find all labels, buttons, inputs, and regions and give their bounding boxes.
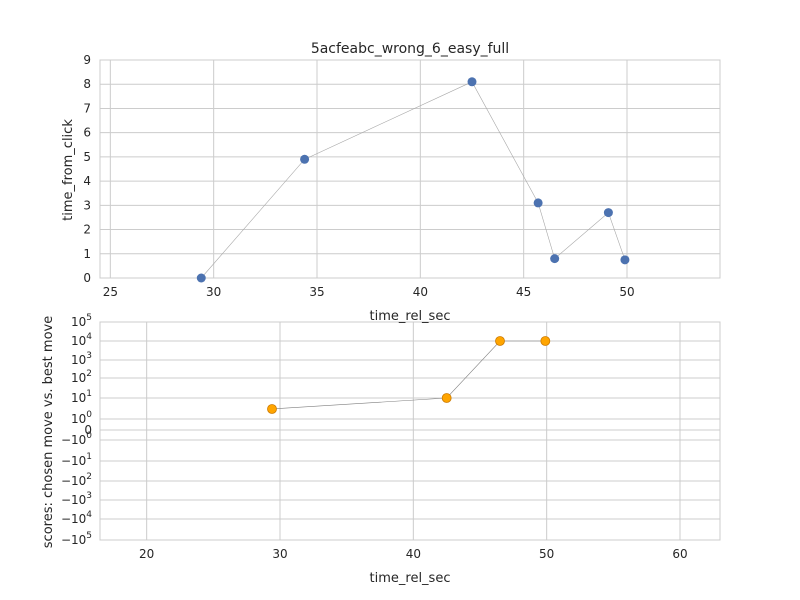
data-point (620, 255, 630, 265)
x-tick-label: 60 (672, 547, 687, 561)
plot-area-top (99, 59, 721, 279)
y-tick-label: 5 (83, 150, 91, 164)
data-point (540, 336, 551, 346)
data-point (300, 154, 310, 164)
y-tick-label: −101 (61, 452, 92, 468)
x-tick-label: 25 (103, 285, 118, 299)
x-axis-label-bottom: time_rel_sec (370, 571, 451, 586)
y-tick-label: −102 (61, 472, 92, 488)
data-point (441, 393, 452, 403)
x-tick-label: 20 (139, 547, 154, 561)
data-point (533, 198, 543, 208)
y-tick-label: 8 (83, 77, 91, 91)
x-tick-label: 45 (516, 285, 531, 299)
y-tick-label: 100 (71, 410, 92, 426)
chart-title: 5acfeabc_wrong_6_easy_full (311, 41, 509, 57)
data-point (495, 336, 505, 346)
y-tick-label: 104 (71, 332, 92, 348)
x-tick-label: 40 (406, 547, 421, 561)
y-tick-label: −105 (61, 531, 92, 547)
x-tick-label: 30 (206, 285, 221, 299)
data-point (267, 404, 277, 414)
y-tick-label: −103 (61, 491, 92, 507)
x-tick-label: 50 (539, 547, 554, 561)
x-tick-label: 35 (309, 285, 324, 299)
data-point (467, 77, 477, 87)
y-tick-label: 105 (71, 313, 92, 329)
y-tick-label: 0 (83, 271, 91, 285)
y-tick-label: 101 (71, 389, 92, 405)
y-tick-label: 2 (83, 223, 91, 237)
y-tick-label: 102 (71, 369, 92, 385)
y-axis-label-top: time_from_click (61, 119, 76, 221)
plot-area-bottom (99, 321, 721, 541)
y-tick-label: −100 (61, 431, 92, 447)
y-axis-label-bottom: scores: chosen move vs. best move (41, 316, 56, 548)
data-point (550, 254, 560, 264)
y-tick-label: 7 (83, 101, 91, 115)
x-tick-label: 50 (619, 285, 634, 299)
y-tick-label: 4 (83, 174, 91, 188)
y-tick-label: 103 (71, 351, 92, 367)
series-line (271, 340, 546, 410)
y-tick-label: 6 (83, 126, 91, 140)
x-axis-label-top: time_rel_sec (370, 309, 451, 324)
y-tick-label: 9 (83, 53, 91, 67)
y-tick-label: 3 (83, 198, 91, 212)
y-tick-label: 0 (84, 423, 92, 437)
x-tick-label: 40 (413, 285, 428, 299)
data-point (196, 273, 206, 283)
y-tick-label: 1 (83, 247, 91, 261)
y-tick-label: −104 (61, 510, 92, 526)
data-point (603, 208, 613, 218)
x-tick-label: 30 (272, 547, 287, 561)
